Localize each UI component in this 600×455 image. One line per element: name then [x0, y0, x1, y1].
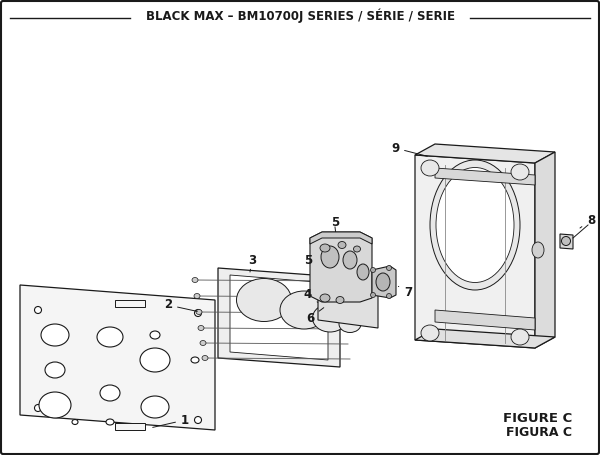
- Ellipse shape: [41, 324, 69, 346]
- Ellipse shape: [196, 309, 202, 314]
- Ellipse shape: [371, 293, 376, 298]
- Ellipse shape: [371, 268, 376, 273]
- Ellipse shape: [106, 419, 114, 425]
- Ellipse shape: [194, 309, 202, 317]
- Polygon shape: [435, 168, 535, 185]
- Polygon shape: [115, 300, 145, 307]
- Ellipse shape: [236, 278, 292, 322]
- Ellipse shape: [191, 357, 199, 363]
- Ellipse shape: [338, 242, 346, 248]
- Text: 2: 2: [164, 298, 197, 312]
- Ellipse shape: [35, 307, 41, 313]
- Text: 9: 9: [391, 142, 427, 157]
- Polygon shape: [230, 275, 328, 360]
- Polygon shape: [310, 232, 372, 302]
- Ellipse shape: [280, 291, 328, 329]
- Text: 8: 8: [580, 213, 595, 228]
- Ellipse shape: [100, 385, 120, 401]
- Ellipse shape: [200, 340, 206, 345]
- Ellipse shape: [320, 294, 330, 302]
- Polygon shape: [310, 232, 372, 244]
- Ellipse shape: [386, 266, 392, 271]
- Ellipse shape: [436, 167, 514, 283]
- Polygon shape: [372, 266, 396, 298]
- Text: 4: 4: [304, 288, 318, 302]
- Text: 5: 5: [304, 254, 312, 268]
- Ellipse shape: [376, 273, 390, 291]
- Ellipse shape: [511, 329, 529, 345]
- Ellipse shape: [150, 331, 160, 339]
- Ellipse shape: [97, 327, 123, 347]
- Ellipse shape: [421, 325, 439, 341]
- Polygon shape: [115, 423, 145, 430]
- Polygon shape: [318, 268, 378, 328]
- Text: 6: 6: [306, 308, 324, 324]
- Ellipse shape: [45, 362, 65, 378]
- Polygon shape: [415, 155, 535, 348]
- Ellipse shape: [532, 242, 544, 258]
- Ellipse shape: [386, 293, 392, 298]
- Ellipse shape: [353, 246, 361, 252]
- Text: 5: 5: [331, 217, 339, 229]
- Ellipse shape: [336, 297, 344, 303]
- Ellipse shape: [198, 325, 204, 330]
- Ellipse shape: [194, 293, 200, 298]
- Ellipse shape: [511, 164, 529, 180]
- Text: 1: 1: [153, 414, 189, 427]
- Ellipse shape: [562, 237, 571, 246]
- Text: BLACK MAX – BM10700J SERIES / SÉRIE / SERIE: BLACK MAX – BM10700J SERIES / SÉRIE / SE…: [146, 9, 455, 23]
- Ellipse shape: [320, 244, 330, 252]
- Ellipse shape: [313, 304, 347, 332]
- Ellipse shape: [192, 278, 198, 283]
- Ellipse shape: [35, 404, 41, 411]
- Polygon shape: [415, 329, 555, 348]
- Ellipse shape: [321, 246, 339, 268]
- Polygon shape: [560, 234, 573, 249]
- Polygon shape: [20, 285, 215, 430]
- Ellipse shape: [72, 420, 78, 425]
- Ellipse shape: [343, 251, 357, 269]
- Ellipse shape: [202, 355, 208, 360]
- Ellipse shape: [141, 396, 169, 418]
- Ellipse shape: [430, 160, 520, 290]
- Text: 3: 3: [248, 253, 256, 272]
- Ellipse shape: [339, 315, 361, 333]
- Polygon shape: [415, 144, 555, 163]
- Ellipse shape: [357, 264, 369, 280]
- Text: FIGURE C: FIGURE C: [503, 411, 572, 425]
- Ellipse shape: [194, 416, 202, 424]
- Text: FIGURA C: FIGURA C: [506, 425, 572, 439]
- Ellipse shape: [140, 348, 170, 372]
- Polygon shape: [535, 152, 555, 348]
- Text: 7: 7: [398, 285, 412, 298]
- Polygon shape: [218, 268, 340, 367]
- Ellipse shape: [421, 160, 439, 176]
- Polygon shape: [435, 310, 535, 330]
- Ellipse shape: [39, 392, 71, 418]
